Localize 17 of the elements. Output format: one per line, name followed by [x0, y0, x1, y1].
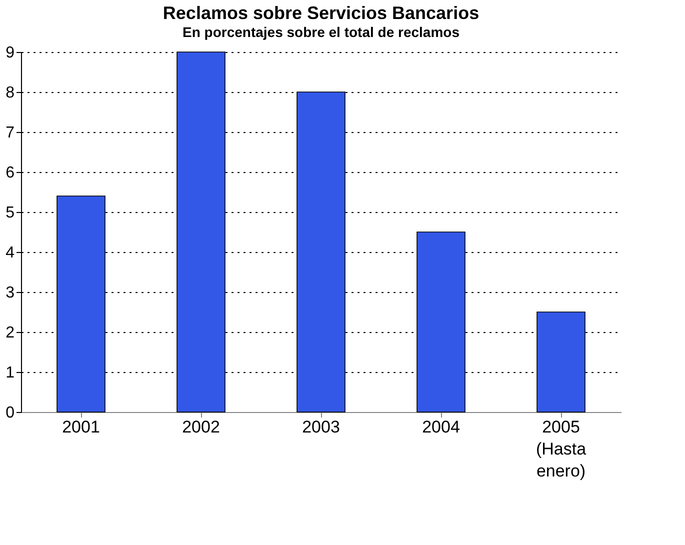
y-tick-label: 7	[6, 124, 15, 142]
y-tick-label: 2	[6, 324, 15, 342]
y-tick-label: 1	[6, 364, 15, 382]
y-tick-label: 8	[6, 84, 15, 102]
x-tick-label: 2002	[182, 418, 220, 436]
x-tick-label: 2001	[62, 418, 100, 436]
y-tick-label: 4	[6, 244, 15, 262]
y-tick-label: 0	[6, 404, 15, 422]
y-tick-label: 6	[6, 164, 15, 182]
chart-title: Reclamos sobre Servicios Bancarios	[162, 3, 480, 23]
chart-subtitle: En porcentajes sobre el total de reclamos	[182, 24, 460, 40]
y-tick-label: 5	[6, 204, 15, 222]
y-tick-label: 9	[6, 44, 15, 62]
x-tick-label: 2003	[302, 418, 340, 436]
x-tick-label: 2004	[422, 418, 460, 436]
y-tick-label: 3	[6, 284, 15, 302]
x-tick-label: 2005 (Hasta enero)	[536, 418, 587, 480]
